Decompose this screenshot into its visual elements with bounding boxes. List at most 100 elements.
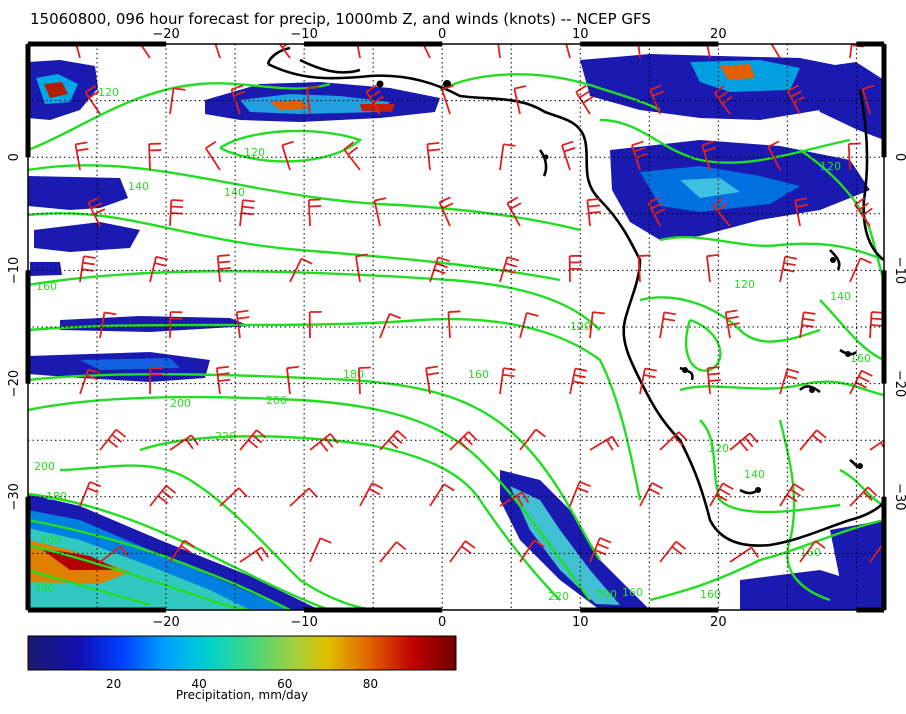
wind-barb-flag (260, 546, 269, 558)
wind-barb-flag (573, 374, 586, 379)
wind-barb-staff (706, 256, 711, 283)
wind-barb-staff (429, 483, 445, 507)
lon-tick-label: −10 (290, 615, 317, 630)
wind-barb-flag (515, 495, 524, 507)
wind-barb-staff (205, 147, 221, 171)
lon-tick-label: −20 (152, 615, 179, 630)
wind-barb-flag (236, 309, 249, 314)
wind-barb-flag (88, 90, 100, 99)
wind-barb-flag (104, 311, 117, 316)
wind-barb (84, 84, 101, 115)
wind-barb-staff (712, 205, 731, 227)
wind-barb-flag (510, 202, 522, 210)
gridlines (28, 44, 884, 610)
wind-barb-staff (235, 312, 241, 339)
wind-barb-flag (275, 30, 285, 37)
lon-tick-label: 0 (438, 615, 446, 630)
wind-barb-flag (707, 366, 720, 370)
wind-barb-flag (561, 140, 574, 147)
contour-label: 180 (343, 368, 364, 381)
wind-barb-flag (371, 482, 384, 490)
wind-barb-staff (799, 429, 818, 451)
wind-barb-flag (861, 369, 873, 377)
wind-barb-flag (848, 142, 861, 145)
frame-bars (25, 41, 887, 613)
wind-barb (308, 310, 322, 339)
wind-barb-flag (858, 202, 869, 211)
wind-barb-flag (286, 365, 299, 370)
wind-barb-flag (171, 199, 184, 202)
wind-barb (499, 367, 516, 395)
wind-barb-staff (139, 44, 151, 59)
colorbar-tick-label: 20 (106, 677, 121, 691)
wind-barb-flag (372, 95, 384, 104)
wind-barb (449, 431, 478, 451)
wind-barb (519, 312, 539, 339)
wind-barb-staff (149, 256, 157, 283)
wind-barb-staff (169, 311, 172, 339)
wind-barb-flag (165, 484, 177, 494)
wind-barb (779, 368, 800, 395)
contour-label: 160 (850, 352, 871, 365)
contour-label: 200 (170, 397, 191, 410)
wind-barb-staff (169, 539, 186, 563)
wind-barb-flag (749, 432, 759, 444)
wind-barb-flag (497, 31, 509, 32)
wind-barb-flag (526, 312, 539, 317)
wind-barb-flag (460, 545, 472, 555)
wind-barb-flag (587, 198, 600, 202)
wind-barb-staff (779, 368, 789, 395)
wind-barb (149, 484, 177, 507)
wind-barb-flag (306, 85, 320, 90)
wind-barb (219, 487, 248, 507)
wind-barb (637, 254, 651, 283)
wind-barb-flag (82, 261, 95, 266)
contour-label: 160 (700, 588, 721, 601)
contour-label: 180 (34, 582, 55, 595)
wind-barb (659, 540, 687, 563)
wind-barb-flag (862, 491, 873, 501)
wind-barb-flag (319, 537, 332, 544)
wind-barb-staff (230, 89, 241, 115)
lon-tick-label: 0 (438, 27, 446, 42)
wind-barb (99, 311, 117, 339)
wind-barb-staff (379, 313, 391, 339)
wind-barb (639, 367, 657, 395)
wind-barb-staff (786, 90, 801, 115)
wind-barb-flag (671, 545, 683, 555)
wind-barb-staff (649, 89, 661, 115)
wind-barb-flag (631, 140, 644, 147)
wind-barb-flag (663, 311, 677, 316)
wind-barb-flag (458, 440, 469, 451)
wind-barb-flag (308, 487, 318, 498)
wind-barb-flag (358, 366, 371, 369)
wind-barb-staff (497, 44, 501, 59)
wind-barb-flag (533, 539, 545, 548)
wind-barb (506, 196, 522, 227)
wind-barb-flag (802, 317, 815, 322)
wind-barb-staff (373, 200, 381, 227)
wind-barb-staff (379, 541, 398, 563)
wind-barb-flag (217, 372, 230, 376)
wind-barb-staff (513, 88, 521, 115)
wind-barb-flag (205, 140, 217, 149)
wind-barb-flag (85, 374, 98, 381)
wind-barb-staff (519, 312, 528, 339)
contour-label: 220 (548, 590, 569, 603)
wind-barb (216, 254, 231, 283)
wind-barb (379, 541, 407, 563)
wind-barb-flag (281, 44, 289, 49)
wind-barb-staff (219, 487, 240, 507)
wind-barb-staff (438, 201, 451, 227)
wind-barb-flag (214, 36, 225, 40)
wind-barb (235, 309, 250, 339)
wind-barb-flag (870, 324, 883, 327)
wind-barb-flag (750, 546, 760, 558)
wind-barb (149, 367, 163, 395)
lon-tick-label: −20 (152, 27, 179, 42)
wind-barb-flag (76, 147, 89, 152)
wind-barb-flag (786, 494, 798, 503)
contour-label: 120 (734, 278, 755, 291)
wind-barb-flag (355, 253, 368, 258)
